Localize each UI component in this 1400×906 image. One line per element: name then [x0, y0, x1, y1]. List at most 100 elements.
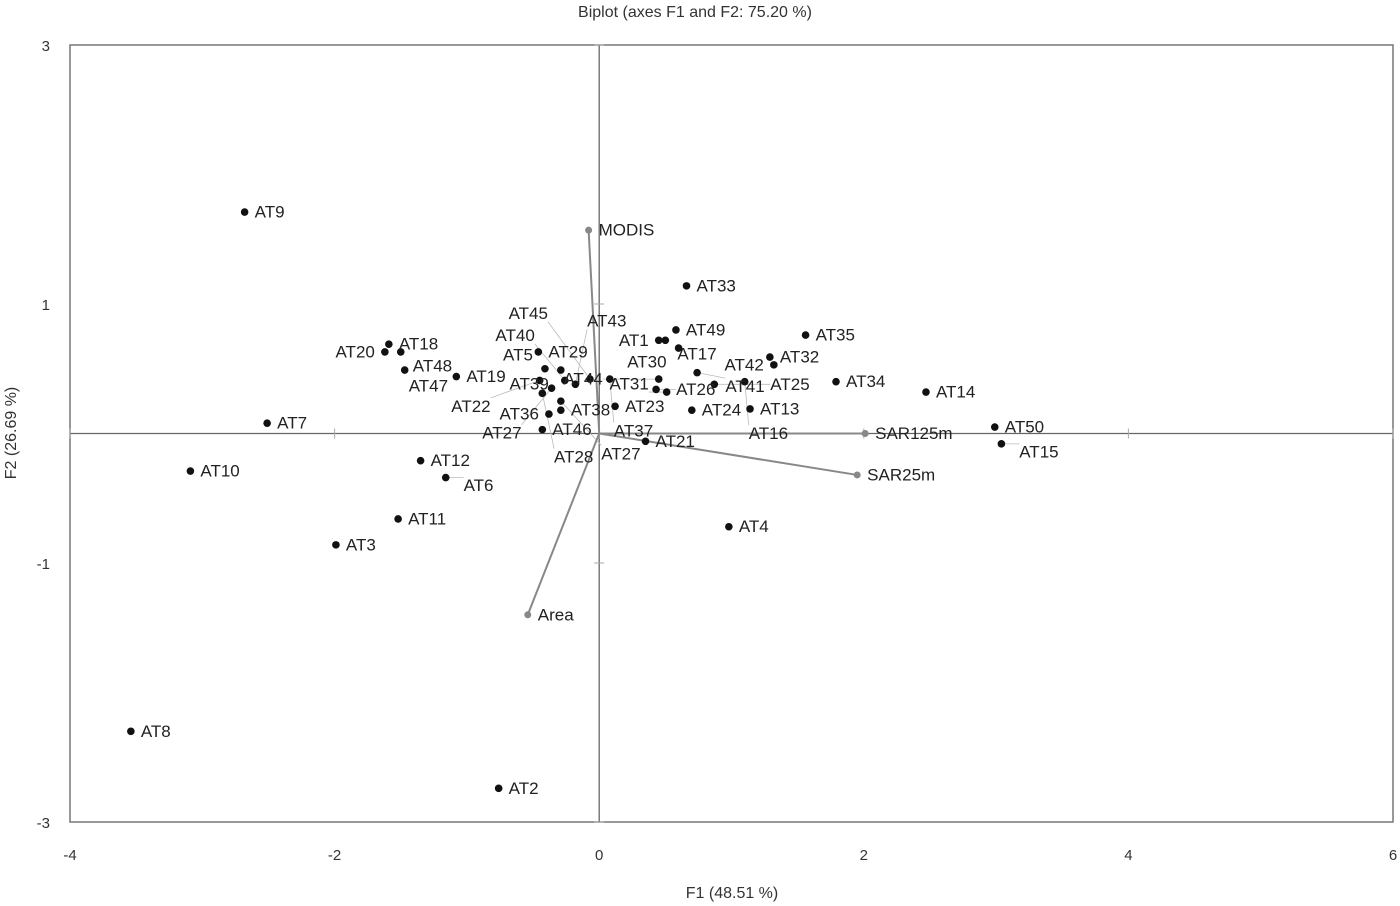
observation-point [832, 377, 840, 386]
label-leader-line [744, 381, 750, 426]
observation-label: AT18 [399, 335, 438, 354]
observation-label: AT4 [739, 517, 769, 536]
observation-point [746, 405, 754, 413]
y-tick-label: 3 [42, 38, 50, 55]
observation-label: AT7 [277, 414, 307, 433]
observation-point [652, 385, 660, 394]
observation-point [400, 366, 409, 374]
observation-point [725, 522, 733, 531]
observation-point [672, 326, 680, 334]
observation-label: AT27 [601, 444, 640, 463]
observation-label: AT1 [619, 331, 649, 350]
observation-point [682, 282, 691, 290]
observation-label: AT28 [554, 447, 593, 466]
observation-label: AT27 [482, 424, 521, 443]
observation-point [385, 340, 393, 348]
observation-point [770, 361, 778, 369]
observation-point [127, 727, 135, 736]
observation-point [997, 440, 1006, 448]
observation-point [557, 406, 565, 414]
x-tick-label: 4 [1124, 847, 1132, 864]
observation-point [990, 423, 999, 431]
observation-label: AT48 [413, 356, 452, 375]
observation-label: AT31 [609, 375, 648, 394]
x-tick-label: -4 [63, 847, 76, 864]
x-tick-label: 2 [860, 847, 868, 864]
observation-point [740, 377, 749, 386]
variable-label: MODIS [599, 221, 655, 240]
observation-point [693, 368, 701, 377]
observation-label: AT15 [1019, 442, 1058, 461]
observation-label: AT5 [503, 345, 533, 364]
observation-label: AT11 [408, 509, 446, 528]
observation-label: AT36 [500, 405, 539, 424]
y-axis-label: F2 (26.69 %) [3, 387, 20, 479]
observation-label: AT40 [495, 326, 534, 345]
observation-label: AT9 [255, 203, 285, 222]
observation-point [494, 784, 503, 793]
observation-point [332, 541, 340, 549]
label-leader-line [547, 321, 591, 380]
observation-label: AT37 [614, 422, 653, 441]
observation-label: AT17 [677, 345, 716, 364]
observation-point [381, 348, 389, 356]
observation-point [641, 437, 650, 446]
observation-point [557, 397, 565, 405]
observation-point [240, 208, 249, 216]
observation-label: AT33 [697, 276, 736, 295]
observation-point [541, 364, 549, 373]
observation-point [571, 380, 580, 389]
variable-vector [587, 230, 601, 434]
observation-point [535, 376, 544, 385]
observation-label: AT49 [686, 320, 725, 339]
variable-point [585, 226, 593, 234]
observation-point [654, 375, 663, 383]
observation-label: AT44 [563, 370, 602, 389]
observation-point [710, 380, 719, 389]
observation-label: AT6 [464, 476, 494, 495]
label-leader-line [697, 372, 726, 379]
label-leader-line [574, 329, 588, 385]
variable-vector [526, 433, 601, 616]
observation-point [586, 375, 594, 383]
observation-point [801, 331, 810, 339]
observation-label: AT30 [627, 352, 666, 371]
observation-label: AT2 [509, 779, 539, 798]
label-leader-line [560, 400, 602, 446]
variable-label: SAR25m [867, 465, 935, 484]
observation-label: AT29 [548, 342, 587, 361]
observation-point [661, 336, 670, 345]
chart-title: Biplot (axes F1 and F2: 75.20 %) [578, 4, 812, 21]
observation-point [688, 406, 696, 414]
observation-point [545, 410, 553, 418]
observation-label: AT14 [936, 383, 975, 402]
observation-point [263, 419, 271, 427]
observation-point [674, 344, 683, 352]
x-tick-label: 0 [595, 847, 603, 864]
variable-label: Area [538, 605, 574, 624]
x-tick-label: 6 [1389, 847, 1397, 864]
observation-label: AT22 [451, 397, 490, 416]
label-leader-line [521, 387, 552, 425]
observation-label: AT46 [552, 420, 591, 439]
observation-label: AT26 [676, 380, 715, 399]
y-tick-label: -1 [37, 556, 50, 573]
observation-label: AT16 [749, 424, 788, 443]
y-tick-label: -3 [37, 815, 50, 832]
observation-label: AT32 [780, 348, 819, 367]
observation-label: AT25 [770, 375, 809, 394]
observation-point [654, 336, 663, 345]
observation-point [416, 456, 425, 465]
observation-label: AT35 [816, 326, 855, 345]
observation-label: AT38 [571, 401, 610, 420]
observation-label: AT12 [431, 451, 470, 470]
observation-point [396, 348, 405, 356]
observation-label: AT45 [509, 304, 548, 323]
observation-label: AT19 [466, 367, 505, 386]
observation-label: AT41 [725, 377, 764, 396]
observation-point [611, 402, 619, 411]
variable-point [524, 611, 532, 619]
observation-label: AT3 [346, 535, 376, 554]
observation-point [922, 388, 930, 396]
